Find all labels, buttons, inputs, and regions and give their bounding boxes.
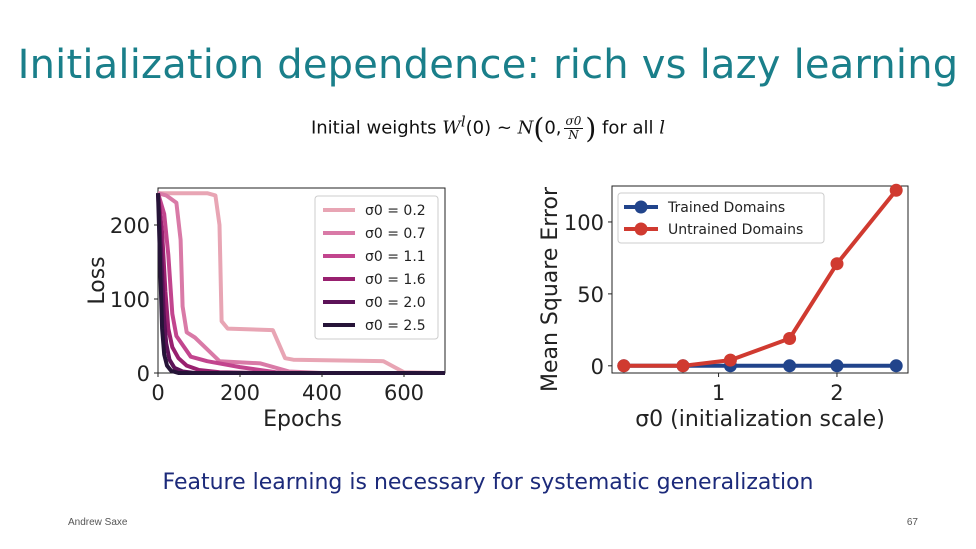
loss-y-tick-label: 100 [110, 288, 150, 312]
mse-data-point [723, 353, 737, 367]
mse-data-point [783, 332, 797, 345]
author-name: Andrew Saxe [68, 517, 128, 528]
loss-series-line [156, 192, 445, 375]
mse-y-tick-label: 0 [591, 355, 604, 379]
formula-zero: 0, [544, 117, 562, 139]
loss-x-tick-label: 400 [302, 381, 342, 405]
mse-y-axis-label: Mean Square Error [538, 186, 563, 392]
formula-suffix: for all [596, 117, 660, 139]
initialization-formula: Initial weights Wl(0) ~ N(0, σ0 N) for all… [0, 112, 976, 145]
loss-y-axis-label: Loss [85, 256, 110, 304]
formula-fraction: σ0 N [563, 114, 584, 142]
formula-arg: (0) ~ [465, 117, 518, 139]
formula-paren-open: ( [533, 112, 545, 145]
mse-legend-marker [634, 200, 648, 214]
loss-y-tick-label: 200 [110, 214, 150, 238]
page-number: 67 [906, 517, 918, 528]
mse-data-point [830, 359, 844, 373]
loss-legend-label: σ0 = 0.2 [365, 203, 426, 219]
mse-data-point [889, 183, 903, 197]
formula-frac-den: N [568, 128, 579, 142]
loss-x-tick-label: 0 [151, 381, 164, 405]
loss-x-tick-label: 600 [384, 381, 424, 405]
mse-x-axis-label: σ0 (initialization scale) [635, 407, 885, 432]
mse-y-tick-label: 50 [577, 283, 604, 307]
loss-x-tick-label: 200 [220, 381, 260, 405]
mse-x-tick-label: 1 [712, 381, 725, 405]
loss-x-axis-label: Epochs [263, 407, 342, 432]
loss-y-tick-label: 0 [137, 362, 150, 386]
slide-subtitle: Feature learning is necessary for system… [162, 470, 814, 495]
mse-data-point [830, 257, 844, 271]
loss-legend-label: σ0 = 1.1 [365, 249, 426, 265]
loss-legend-label: σ0 = 2.5 [365, 318, 426, 334]
loss-legend-label: σ0 = 2.0 [365, 295, 426, 311]
mse-legend-label: Trained Domains [667, 200, 785, 216]
slide-title: Initialization dependence: rich vs lazy … [17, 42, 959, 88]
mse-data-point [676, 359, 690, 373]
loss-series-line [156, 193, 445, 375]
mse-data-point [783, 359, 797, 373]
mse-x-tick-label: 2 [830, 381, 843, 405]
mse-series-line [623, 189, 898, 368]
formula-w: W [442, 117, 461, 139]
formula-normal: N [517, 117, 534, 139]
formula-prefix: Initial weights [310, 117, 443, 139]
formula-frac-num: σ0 [563, 114, 584, 129]
mse-legend-marker [634, 222, 648, 236]
formula-superscript: l [460, 112, 466, 131]
loss-legend-label: σ0 = 1.6 [365, 272, 426, 288]
loss-legend-label: σ0 = 0.7 [365, 226, 426, 242]
mse-legend-label: Untrained Domains [668, 222, 803, 238]
formula-l: l [659, 117, 666, 139]
mse-legend-box [617, 192, 825, 244]
mse-data-point [889, 359, 903, 373]
formula-paren-close: ) [585, 112, 597, 145]
mse-data-point [617, 359, 631, 373]
loss-series-line [158, 191, 446, 375]
mse-y-tick-label: 100 [564, 211, 604, 235]
